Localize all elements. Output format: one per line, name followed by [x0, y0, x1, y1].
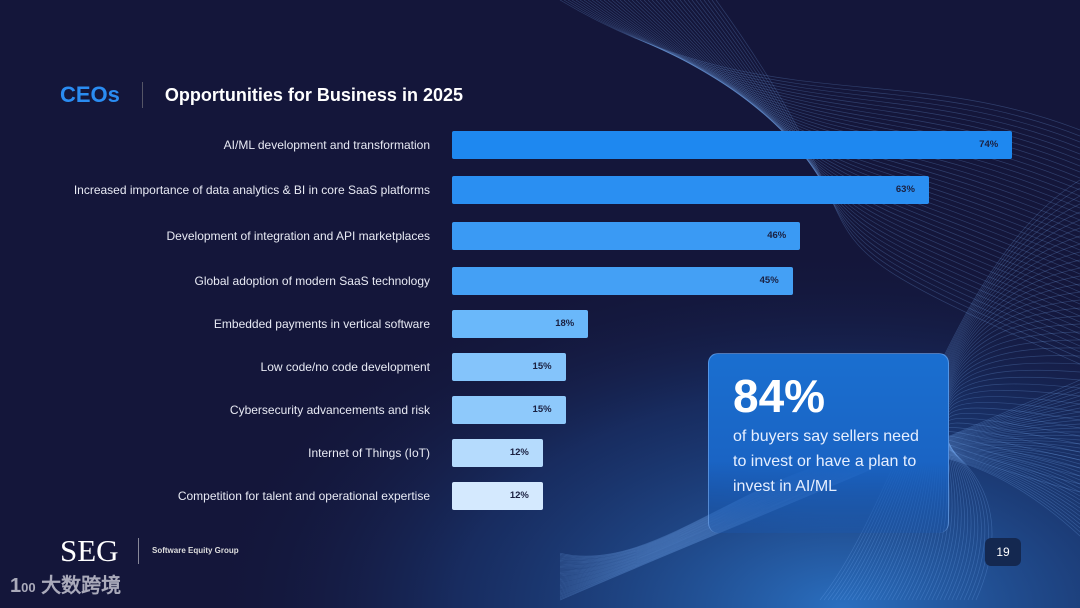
wave-line	[943, 435, 1080, 601]
value-label: 74%	[979, 139, 999, 150]
chart-row: Internet of Things (IoT) 12%	[0, 439, 1080, 467]
wave-line	[942, 442, 1080, 601]
slide-header: CEOs Opportunities for Business in 2025	[60, 82, 463, 108]
chart-row: Global adoption of modern SaaS technolog…	[0, 267, 1080, 295]
watermark: 100 大数跨境	[10, 575, 122, 597]
wave-line	[943, 438, 1080, 601]
wave-line	[655, 0, 1080, 275]
wave-line	[703, 0, 1080, 347]
category-label: Cybersecurity advancements and risk	[229, 403, 430, 417]
wave-line	[575, 0, 1080, 155]
value-label: 12%	[509, 447, 529, 458]
wave-line	[571, 0, 1080, 149]
wave-line	[559, 0, 1080, 131]
header-divider	[141, 82, 143, 108]
chart-row: Low code/no code development 15%	[0, 353, 1080, 381]
category-label: Development of integration and API marke…	[166, 229, 430, 243]
wave-line	[563, 0, 1080, 137]
category-label: Internet of Things (IoT)	[308, 446, 430, 460]
value-label: 45%	[759, 275, 779, 286]
logo-divider	[138, 538, 139, 564]
chart-row: Cybersecurity advancements and risk 15%	[0, 396, 1080, 424]
category-label: Low code/no code development	[260, 360, 430, 374]
value-label: 63%	[895, 184, 915, 195]
callout-value: 84%	[733, 370, 826, 422]
page-title: Opportunities for Business in 2025	[164, 84, 463, 105]
page-number: 19	[985, 538, 1021, 566]
bar: 12%	[452, 439, 543, 467]
wave-line	[707, 0, 1080, 353]
category-label: Increased importance of data analytics &…	[73, 183, 430, 197]
wave-line	[599, 0, 1080, 191]
chart-row: Increased importance of data analytics &…	[0, 176, 1080, 204]
wave-line	[699, 0, 1080, 341]
bar: 15%	[452, 353, 566, 381]
chart-row: Competition for talent and operational e…	[0, 482, 1080, 510]
seg-logo: SEG	[60, 533, 119, 568]
wave-line	[647, 0, 1080, 263]
watermark-text: 大数跨境	[41, 575, 122, 597]
wave-line	[695, 0, 1080, 335]
section-label: CEOs	[60, 82, 120, 107]
company-name: Software Equity Group	[152, 546, 239, 555]
bar: 45%	[452, 267, 793, 295]
chart-row: AI/ML development and transformation 74%	[0, 131, 1080, 159]
chart-row: Development of integration and API marke…	[0, 222, 1080, 250]
category-label: Embedded payments in vertical software	[213, 317, 430, 331]
category-label: AI/ML development and transformation	[223, 138, 430, 152]
bar: 74%	[452, 131, 1013, 159]
value-label: 46%	[767, 230, 787, 241]
category-label: Global adoption of modern SaaS technolog…	[194, 274, 431, 288]
category-label: Competition for talent and operational e…	[177, 489, 430, 503]
value-label: 18%	[555, 318, 575, 329]
value-label: 15%	[532, 404, 552, 415]
bar: 15%	[452, 396, 566, 424]
wave-line	[607, 0, 1080, 203]
wave-line	[643, 0, 1080, 257]
wave-line	[715, 0, 1080, 365]
bar: 63%	[452, 176, 929, 204]
bar: 46%	[452, 222, 801, 250]
wave-line	[711, 0, 1080, 359]
value-label: 15%	[532, 361, 552, 372]
wave-line	[603, 0, 1080, 197]
chart-row: Embedded payments in vertical software 1…	[0, 310, 1080, 338]
wave-line	[567, 0, 1080, 143]
wave-line	[691, 0, 1080, 329]
value-label: 12%	[509, 490, 529, 501]
callout-text: of buyers say sellers need to invest or …	[733, 428, 919, 495]
wave-line	[942, 445, 1080, 601]
bar: 12%	[452, 482, 543, 510]
bar: 18%	[452, 310, 589, 338]
wave-line	[651, 0, 1080, 269]
callout-card: 84% of buyers say sellers need to invest…	[708, 353, 949, 533]
